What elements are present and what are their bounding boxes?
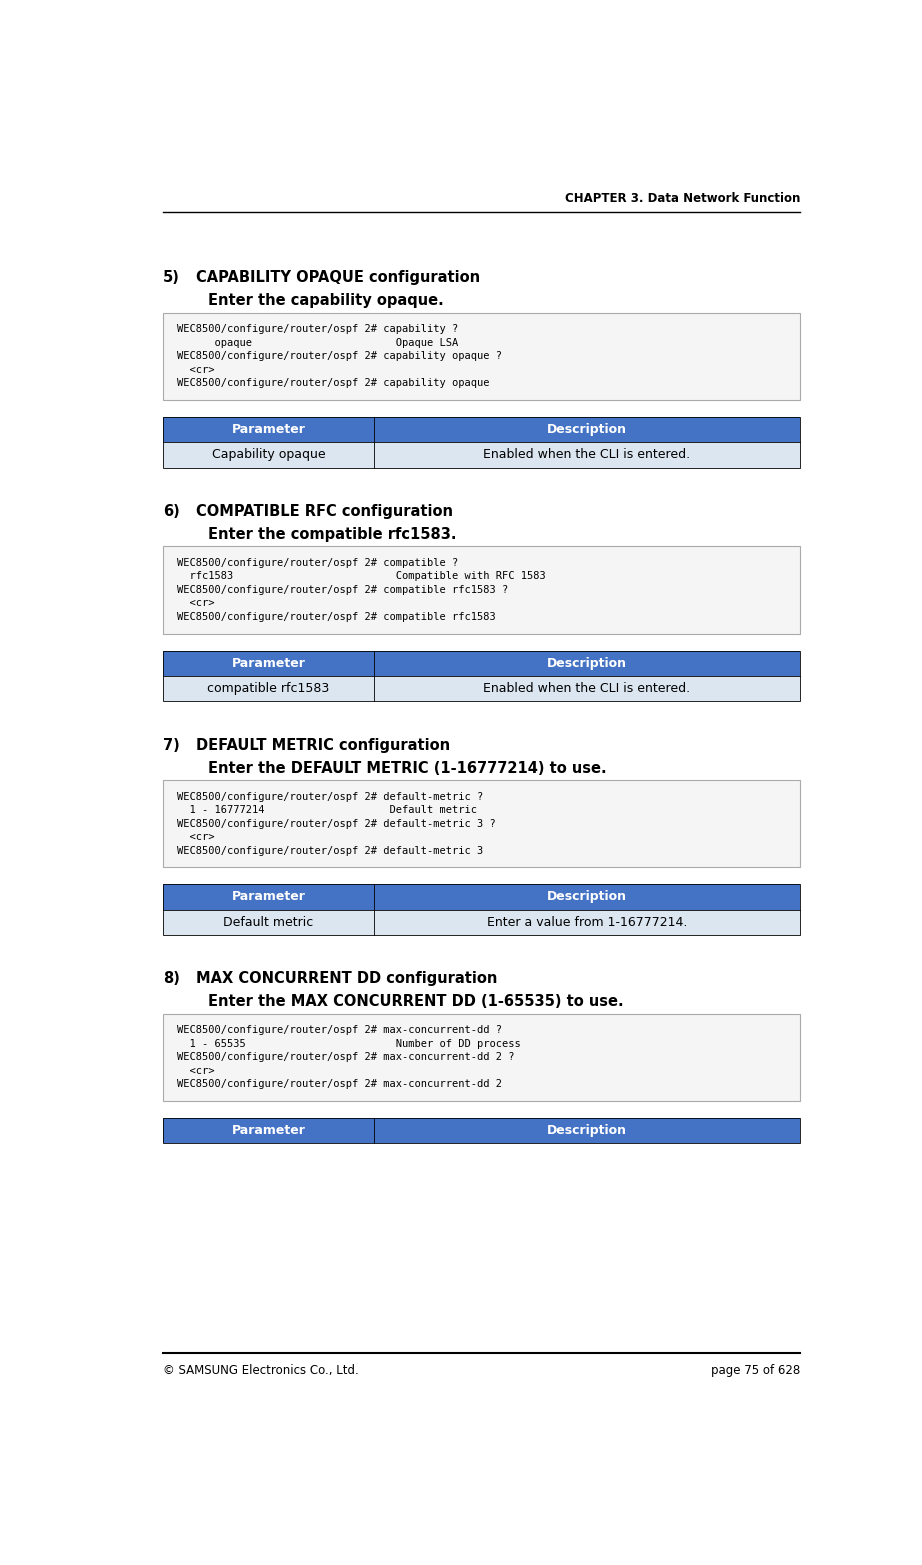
FancyBboxPatch shape: [163, 1014, 800, 1102]
Text: WEC8500/configure/router/ospf 2# default-metric ?: WEC8500/configure/router/ospf 2# default…: [177, 792, 483, 801]
Text: 8): 8): [163, 972, 180, 986]
Text: CAPABILITY OPAQUE configuration: CAPABILITY OPAQUE configuration: [195, 271, 480, 285]
Text: COMPATIBLE RFC configuration: COMPATIBLE RFC configuration: [195, 504, 453, 520]
Text: Capability opaque: Capability opaque: [212, 449, 325, 462]
Text: opaque                       Opaque LSA: opaque Opaque LSA: [177, 338, 458, 347]
Text: Enter a value from 1-16777214.: Enter a value from 1-16777214.: [487, 916, 687, 930]
Text: CHAPTER 3. Data Network Function: CHAPTER 3. Data Network Function: [565, 192, 800, 205]
Text: Description: Description: [547, 890, 627, 903]
Text: WEC8500/configure/router/ospf 2# default-metric 3: WEC8500/configure/router/ospf 2# default…: [177, 845, 483, 856]
Text: Parameter: Parameter: [231, 890, 305, 903]
Text: Parameter: Parameter: [231, 1124, 305, 1138]
Text: <cr>: <cr>: [177, 365, 215, 374]
Text: 1 - 16777214                    Default metric: 1 - 16777214 Default metric: [177, 804, 478, 815]
FancyBboxPatch shape: [163, 676, 800, 701]
Text: 7): 7): [163, 737, 180, 753]
Text: page 75 of 628: page 75 of 628: [711, 1363, 800, 1377]
Text: <cr>: <cr>: [177, 1066, 215, 1075]
Text: rfc1583                          Compatible with RFC 1583: rfc1583 Compatible with RFC 1583: [177, 571, 546, 582]
FancyBboxPatch shape: [163, 416, 800, 443]
Text: Parameter: Parameter: [231, 423, 305, 437]
Text: Parameter: Parameter: [231, 657, 305, 670]
Text: © SAMSUNG Electronics Co., Ltd.: © SAMSUNG Electronics Co., Ltd.: [163, 1363, 359, 1377]
Text: WEC8500/configure/router/ospf 2# max-concurrent-dd 2: WEC8500/configure/router/ospf 2# max-con…: [177, 1080, 502, 1089]
Text: WEC8500/configure/router/ospf 2# compatible ?: WEC8500/configure/router/ospf 2# compati…: [177, 559, 458, 568]
Text: 5): 5): [163, 271, 180, 285]
Text: WEC8500/configure/router/ospf 2# compatible rfc1583 ?: WEC8500/configure/router/ospf 2# compati…: [177, 585, 509, 595]
Text: WEC8500/configure/router/ospf 2# capability opaque: WEC8500/configure/router/ospf 2# capabil…: [177, 379, 490, 388]
Text: <cr>: <cr>: [177, 833, 215, 842]
Text: 1 - 65535                        Number of DD process: 1 - 65535 Number of DD process: [177, 1039, 521, 1049]
FancyBboxPatch shape: [163, 546, 800, 634]
Text: Enter the MAX CONCURRENT DD (1-65535) to use.: Enter the MAX CONCURRENT DD (1-65535) to…: [208, 994, 624, 1009]
Text: Enter the DEFAULT METRIC (1-16777214) to use.: Enter the DEFAULT METRIC (1-16777214) to…: [208, 761, 607, 776]
FancyBboxPatch shape: [163, 1117, 800, 1144]
Text: compatible rfc1583: compatible rfc1583: [207, 682, 329, 695]
FancyBboxPatch shape: [163, 443, 800, 468]
Text: DEFAULT METRIC configuration: DEFAULT METRIC configuration: [195, 737, 450, 753]
Text: WEC8500/configure/router/ospf 2# max-concurrent-dd ?: WEC8500/configure/router/ospf 2# max-con…: [177, 1025, 502, 1036]
Text: Enabled when the CLI is entered.: Enabled when the CLI is entered.: [483, 682, 691, 695]
Text: Enabled when the CLI is entered.: Enabled when the CLI is entered.: [483, 449, 691, 462]
Text: MAX CONCURRENT DD configuration: MAX CONCURRENT DD configuration: [195, 972, 497, 986]
FancyBboxPatch shape: [163, 779, 800, 867]
Text: WEC8500/configure/router/ospf 2# capability ?: WEC8500/configure/router/ospf 2# capabil…: [177, 324, 458, 335]
Text: WEC8500/configure/router/ospf 2# max-concurrent-dd 2 ?: WEC8500/configure/router/ospf 2# max-con…: [177, 1052, 514, 1063]
Text: WEC8500/configure/router/ospf 2# capability opaque ?: WEC8500/configure/router/ospf 2# capabil…: [177, 351, 502, 362]
FancyBboxPatch shape: [163, 909, 800, 934]
Text: <cr>: <cr>: [177, 598, 215, 609]
Text: Description: Description: [547, 657, 627, 670]
Text: Description: Description: [547, 423, 627, 437]
Text: Description: Description: [547, 1124, 627, 1138]
FancyBboxPatch shape: [163, 884, 800, 909]
Text: WEC8500/configure/router/ospf 2# compatible rfc1583: WEC8500/configure/router/ospf 2# compati…: [177, 612, 496, 621]
Text: Enter the capability opaque.: Enter the capability opaque.: [208, 293, 444, 308]
FancyBboxPatch shape: [163, 651, 800, 676]
FancyBboxPatch shape: [163, 313, 800, 401]
Text: Enter the compatible rfc1583.: Enter the compatible rfc1583.: [208, 527, 456, 541]
Text: 6): 6): [163, 504, 180, 520]
Text: WEC8500/configure/router/ospf 2# default-metric 3 ?: WEC8500/configure/router/ospf 2# default…: [177, 818, 496, 828]
Text: Default metric: Default metric: [223, 916, 313, 930]
